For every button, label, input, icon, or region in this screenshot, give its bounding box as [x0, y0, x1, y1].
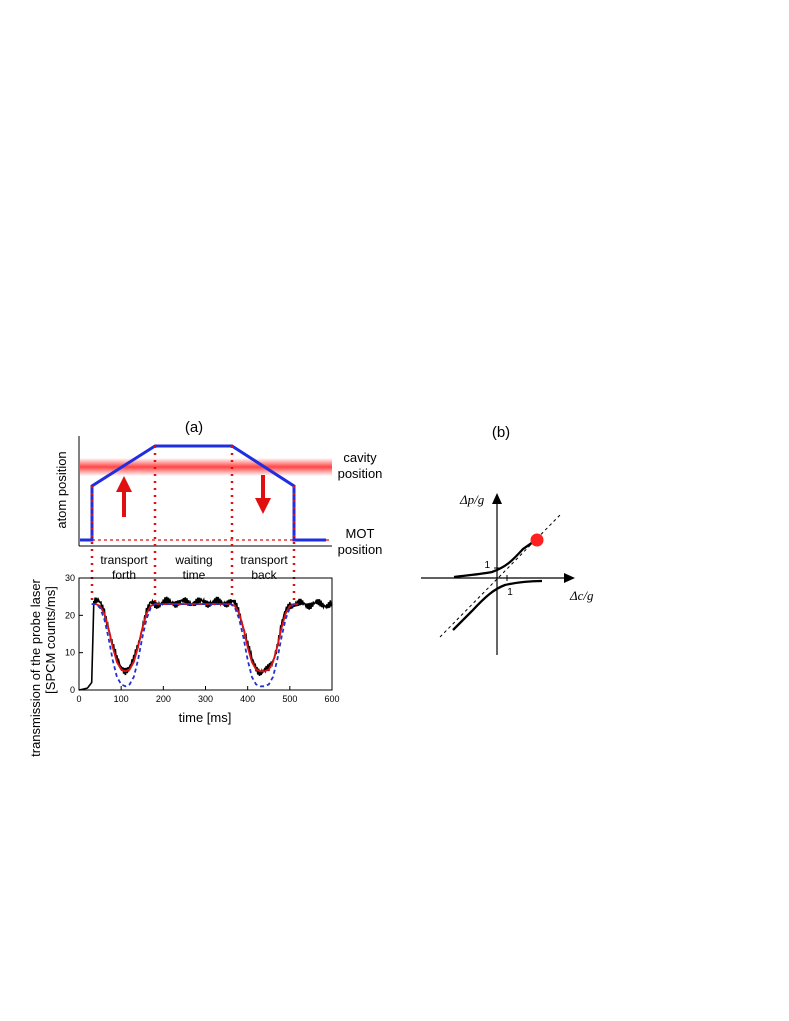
- y-tick-label-0: 0: [70, 685, 75, 695]
- phase-separators: [90, 446, 296, 605]
- atom-position-plot: atom position cavity position MOT positi…: [54, 436, 382, 557]
- transport-down-arrow: [255, 475, 271, 514]
- phase-label-3-line1: transport: [240, 553, 288, 567]
- mot-label-line2: position: [338, 542, 383, 557]
- mot-label-line1: MOT: [346, 526, 375, 541]
- b-diagonal: [439, 512, 563, 638]
- b-upper-branch: [453, 539, 537, 579]
- lower-xlabel: time [ms]: [179, 710, 232, 725]
- phase-label-1-line1: transport: [100, 553, 148, 567]
- cavity-label-line2: position: [338, 466, 383, 481]
- upper-ylabel: atom position: [54, 451, 69, 528]
- y-tick-label-1: 10: [65, 648, 75, 658]
- lower-ylabel-line2: [SPCM counts/ms]: [43, 586, 58, 694]
- x-tick-label-5: 500: [282, 694, 297, 704]
- lower-y-ticks: 0 10 20 30: [65, 573, 83, 695]
- transport-up-arrow: [116, 476, 132, 517]
- b-state-marker: [530, 533, 544, 547]
- phase-label-3-line2: back: [251, 568, 277, 582]
- lower-plot-frame: [78, 577, 333, 691]
- anticrossing-diagram: 1 1 Δp/g Δc/g: [421, 492, 594, 655]
- cavity-label-line1: cavity: [343, 450, 377, 465]
- panel-b-label: (b): [492, 424, 510, 441]
- b-y-arrowhead: [492, 493, 502, 504]
- b-lower-branch: [452, 579, 543, 631]
- y-tick-label-3: 30: [65, 573, 75, 583]
- b-x-axis-label: Δc/g: [569, 588, 594, 603]
- atom-trajectory: [80, 444, 326, 542]
- fit-curve: [91, 603, 299, 673]
- x-tick-label-3: 300: [198, 694, 213, 704]
- y-tick-label-2: 20: [65, 610, 75, 620]
- x-tick-label-2: 200: [156, 694, 171, 704]
- lower-series: [78, 596, 333, 691]
- b-tick-x-label: 1: [507, 587, 513, 598]
- cavity-band: [80, 458, 332, 476]
- x-tick-label-4: 400: [240, 694, 255, 704]
- b-x-arrowhead: [564, 573, 575, 583]
- panel-a-label: (a): [185, 419, 203, 436]
- phase-label-2-line2: time: [183, 568, 206, 582]
- measured-trace: [78, 596, 333, 691]
- transmission-plot: 0 100 200 300 400 500 600 0 10 20 30 time [ms] tr…: [28, 573, 340, 757]
- simulated-curve: [91, 603, 299, 688]
- lower-ylabel-line1: transmission of the probe laser: [28, 578, 43, 756]
- x-tick-label-0: 0: [76, 694, 81, 704]
- b-y-axis-label: Δp/g: [459, 492, 485, 507]
- b-tick-y-label: 1: [484, 560, 490, 571]
- phase-label-1-line2: forth: [112, 568, 136, 582]
- x-tick-label-1: 100: [114, 694, 129, 704]
- x-tick-label-6: 600: [324, 694, 339, 704]
- phase-label-2-line1: waiting: [174, 553, 212, 567]
- lower-x-ticks: 0 100 200 300 400 500 600: [76, 686, 340, 704]
